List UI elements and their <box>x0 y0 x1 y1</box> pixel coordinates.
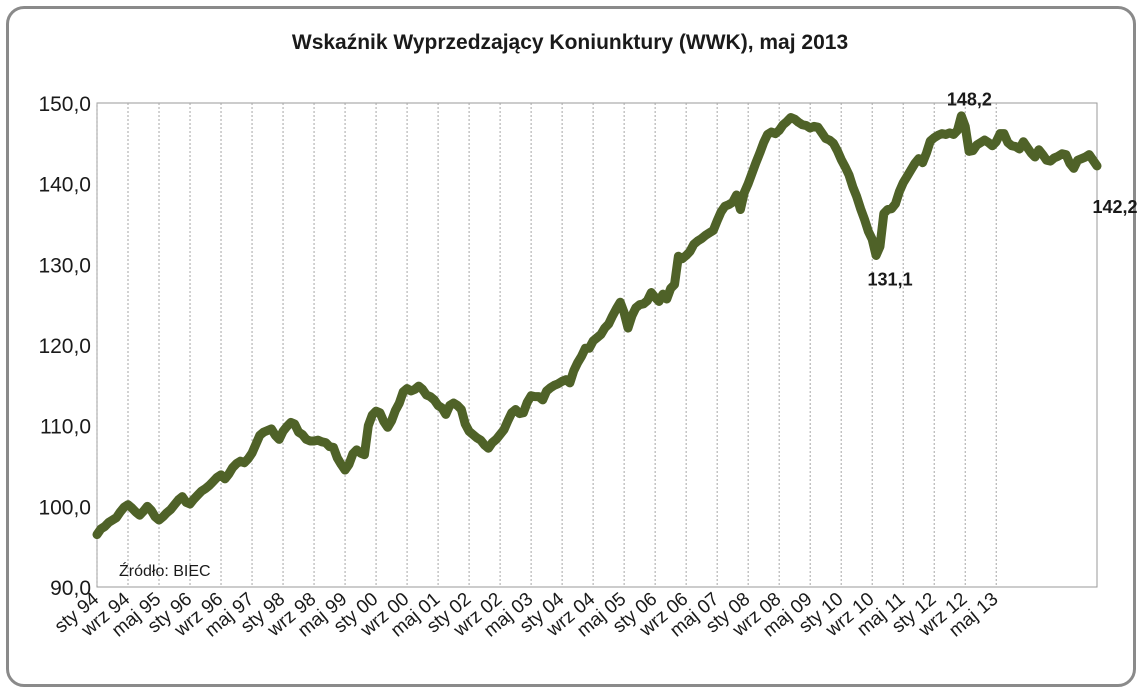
y-tick-label: 120,0 <box>38 335 91 358</box>
chart-frame <box>6 6 1136 687</box>
y-tick-label: 150,0 <box>38 93 91 116</box>
annotations: 148,2 131,1 142,2 <box>868 90 1138 290</box>
y-tick-label: 90,0 <box>50 577 91 600</box>
y-tick-label: 100,0 <box>38 496 91 519</box>
annotation-label: 142,2 <box>1092 197 1137 217</box>
plot-area <box>96 102 1098 588</box>
y-axis-ticks: 150,0 140,0 130,0 120,0 110,0 100,0 90,0 <box>38 93 91 600</box>
y-tick-label: 130,0 <box>38 254 91 277</box>
y-tick-label: 140,0 <box>38 174 91 197</box>
annotation-label: 148,2 <box>947 90 992 110</box>
annotation-label: 131,1 <box>868 269 913 289</box>
series-line-wwk <box>92 111 1102 540</box>
gridlines <box>96 103 997 587</box>
source-note: Źródło: BIEC <box>119 561 211 580</box>
series-layer <box>92 111 1102 540</box>
y-tick-label: 110,0 <box>40 416 91 439</box>
chart-title: Wskaźnik Wyprzedzający Koniunktury (WWK)… <box>292 31 848 54</box>
